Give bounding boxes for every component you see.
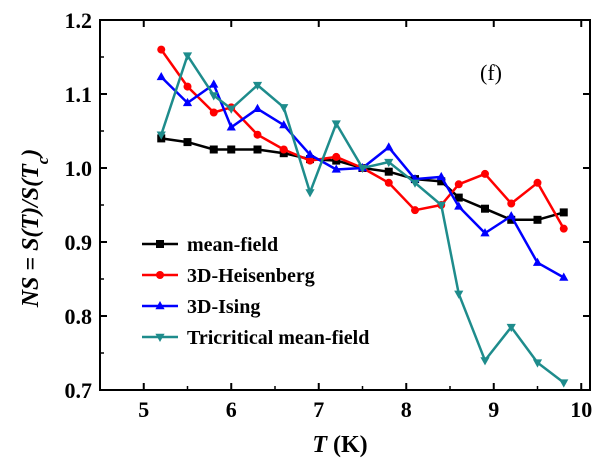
data-point-3d-ising [226,122,236,131]
data-point-tricritical-mean-field [410,179,420,188]
data-point-mean-field [384,167,393,176]
legend-label: mean-field [187,234,278,256]
data-point-3d-heisenberg [279,145,288,154]
x-axis-title: T (K) [312,432,367,458]
data-point-3d-heisenberg [183,82,192,91]
data-point-3d-ising [532,257,543,266]
data-point-3d-ising [506,211,516,220]
y-tick-label: 1.1 [65,82,93,107]
y-tick-label: 0.9 [65,230,93,255]
data-point-3d-ising [559,272,569,281]
data-point-mean-field [209,145,218,154]
data-point-3d-ising [436,171,446,181]
data-point-tricritical-mean-field [436,201,446,210]
x-tick-label: 8 [401,397,412,422]
data-point-tricritical-mean-field [559,379,569,388]
data-point-3d-ising [156,71,166,81]
x-tick-label: 10 [570,397,592,422]
data-point-3d-ising [331,164,341,173]
data-point-3d-ising [384,142,394,151]
legend-entry-3d-heisenberg: 3D-Heisenberg [142,265,315,287]
data-point-tricritical-mean-field [454,290,464,299]
legend-label: Tricritical mean-field [187,327,369,349]
data-point-tricritical-mean-field [331,120,341,129]
data-point-3d-heisenberg [384,178,393,187]
data-point-3d-heisenberg [332,152,341,161]
axes-layer: 5 6 7 8 9 10 0.7 0.8 0.9 1.0 1.1 1.2 [65,8,593,422]
data-point-mean-field [253,145,262,154]
y-tick-label: 0.8 [65,304,93,329]
data-point-3d-heisenberg [209,108,218,117]
data-point-tricritical-mean-field [156,131,166,140]
legend-label: 3D-Ising [187,296,260,318]
data-point-tricritical-mean-field [279,104,289,113]
data-point-tricritical-mean-field [182,52,193,61]
legend-marker [156,271,164,279]
x-tick-label: 7 [313,397,324,422]
legend-entry-tricritical-mean-field: Tricritical mean-field [142,327,369,349]
data-point-3d-ising [209,79,219,88]
y-tick-label: 1.2 [65,8,93,33]
data-point-3d-heisenberg [507,199,516,208]
legend: mean-field 3D-Heisenberg 3D-Ising Tricritic… [142,234,369,349]
data-point-mean-field [437,177,446,186]
data-point-3d-heisenberg [559,224,568,233]
data-point-3d-heisenberg [157,45,166,54]
legend-label: 3D-Heisenberg [187,265,315,287]
data-point-3d-heisenberg [253,130,262,139]
data-point-tricritical-mean-field [384,158,394,168]
data-point-tricritical-mean-field [209,92,219,101]
data-point-3d-ising [279,120,289,129]
data-point-3d-ising [182,97,193,107]
data-point-tricritical-mean-field [480,357,490,366]
series-line-3d-heisenberg [160,48,565,230]
data-point-mean-field [507,215,516,224]
panel-annotation: (f) [480,60,502,85]
data-point-mean-field [481,204,489,213]
data-point-3d-ising [252,103,263,112]
data-point-3d-heisenberg [306,156,314,165]
x-tick-label: 5 [138,397,149,422]
data-point-mean-field [559,208,568,217]
legend-marker [156,240,164,248]
series-mean-field [157,134,568,224]
y-tick-label: 0.7 [65,378,93,403]
x-axis-title-symbol: T [312,432,328,458]
data-point-tricritical-mean-field [252,81,263,91]
series-3d-heisenberg [157,45,568,233]
data-point-3d-heisenberg [454,180,463,189]
legend-marker [155,301,165,310]
series-line-mean-field [161,137,565,222]
data-point-tricritical-mean-field [506,323,516,333]
legend-entry-mean-field: mean-field [142,234,278,256]
data-point-mean-field [533,215,542,224]
data-point-tricritical-mean-field [305,189,315,198]
series-tricritical-mean-field [156,52,569,388]
data-point-tricritical-mean-field [357,164,368,173]
data-point-mean-field [227,145,236,154]
y-axis-title: NS = S(T)/S(Tc) [18,149,52,309]
data-point-mean-field [454,193,463,202]
x-tick-label: 6 [226,397,237,422]
data-point-3d-ising [454,201,464,210]
legend-marker [155,333,165,342]
data-point-3d-heisenberg [481,169,489,178]
data-point-tricritical-mean-field [532,359,543,368]
data-point-3d-ising [305,149,315,158]
x-axis-title-unit: (K) [327,432,368,458]
data-point-3d-ising [480,228,490,237]
data-point-3d-heisenberg [411,206,419,215]
data-point-3d-heisenberg [533,178,542,187]
y-tick-label: 1.0 [65,156,93,181]
legend-entry-3d-ising: 3D-Ising [142,296,260,318]
x-tick-label: 9 [488,397,499,422]
data-point-mean-field [183,138,192,147]
series-layer [156,45,569,388]
data-point-tricritical-mean-field [226,105,236,114]
